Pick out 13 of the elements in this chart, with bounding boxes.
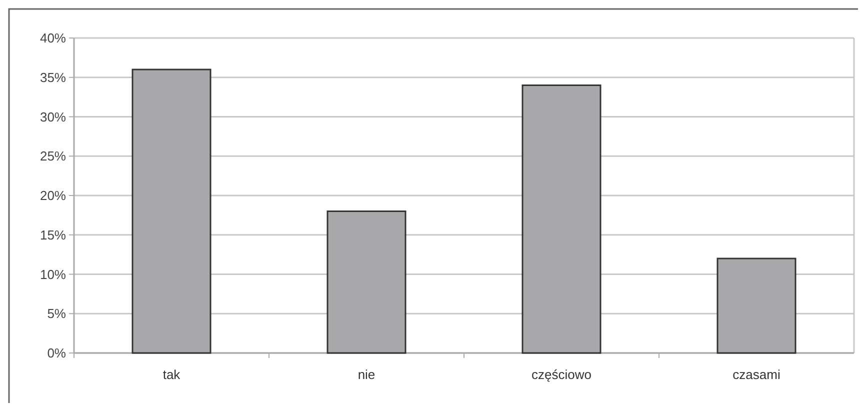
y-tick-label: 20% — [40, 188, 66, 204]
y-tick-label: 0% — [47, 346, 66, 361]
y-tick-label: 10% — [40, 266, 66, 282]
x-tick-label: tak — [162, 367, 181, 382]
x-tick-label: częściowo — [532, 367, 592, 382]
y-tick-label: 30% — [40, 109, 66, 124]
y-tick-label: 25% — [40, 148, 66, 164]
y-tick-label: 15% — [40, 227, 66, 242]
x-tick-label: czasami — [732, 367, 780, 382]
y-tick-label: 5% — [47, 306, 66, 322]
y-tick-label: 35% — [40, 70, 66, 85]
x-tick-label: nie — [358, 367, 376, 382]
y-tick-label: 40% — [40, 30, 66, 46]
